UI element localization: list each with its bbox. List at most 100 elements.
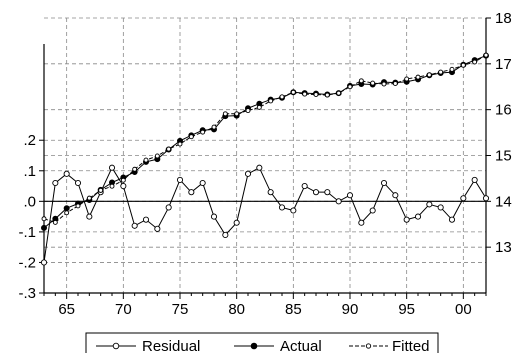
residual-point — [142, 216, 150, 223]
x-tick-label: 80 — [228, 301, 245, 318]
series — [40, 52, 490, 266]
right-tick-label: 13 — [495, 239, 512, 256]
residual-point — [278, 204, 286, 211]
right-tick-label: 17 — [495, 56, 512, 73]
fitted-point — [211, 124, 217, 130]
fitted-point — [268, 98, 274, 104]
left-tick-label: .1 — [23, 163, 36, 180]
fitted-point — [415, 74, 421, 80]
fitted-point — [290, 89, 296, 95]
fitted-point — [52, 219, 58, 225]
right-tick-label: 14 — [495, 193, 512, 210]
residual-point — [482, 195, 490, 202]
fitted-point — [279, 94, 285, 100]
residual-point — [358, 219, 365, 226]
x-tick-label: 95 — [398, 301, 415, 318]
residual-point — [40, 259, 48, 266]
residual-point — [52, 179, 59, 187]
legend-fitted-label: Fitted — [392, 338, 430, 353]
fitted-point — [41, 216, 47, 222]
legend-actual-marker — [250, 342, 258, 350]
legend-fitted-marker — [365, 343, 372, 349]
residual-point — [380, 179, 388, 187]
left-tick-label: -.2 — [18, 254, 36, 271]
right-tick-label: 16 — [495, 102, 512, 119]
fitted-point — [370, 80, 376, 86]
fitted-point — [392, 81, 398, 86]
fitted-point — [222, 111, 228, 117]
residual-point — [290, 207, 297, 214]
fitted-point — [188, 134, 194, 140]
fitted-point — [166, 146, 172, 152]
residual-point — [437, 204, 444, 211]
residual-point — [448, 216, 456, 223]
residual-point — [165, 204, 172, 211]
residual-point — [267, 189, 274, 196]
legend-residual-label: Residual — [142, 338, 200, 353]
legend-actual-label: Actual — [280, 338, 322, 353]
fitted-point — [358, 78, 364, 84]
legend-box — [85, 332, 439, 353]
fitted-point — [404, 76, 410, 82]
residual-point — [324, 189, 331, 196]
fitted-point — [154, 153, 160, 159]
x-tick-label: 90 — [342, 301, 359, 318]
residual-point — [414, 213, 422, 220]
residual-point — [210, 213, 218, 220]
residual-point — [154, 225, 161, 232]
fitted-point — [302, 91, 308, 97]
actual-point — [63, 205, 70, 212]
fitted-point — [143, 157, 149, 163]
actual-point — [41, 224, 48, 231]
fitted-point — [472, 59, 478, 65]
fitted-point — [324, 92, 330, 98]
fitted-point — [98, 187, 104, 193]
residual-point — [108, 164, 116, 171]
residual-point — [256, 164, 263, 171]
right-tick-label: 15 — [495, 148, 512, 165]
fitted-point — [426, 72, 432, 78]
residual-point — [199, 179, 206, 187]
residual-point — [63, 170, 70, 177]
x-tick-label: 75 — [172, 301, 189, 318]
x-tick-label: 70 — [115, 301, 132, 318]
fitted-series-line — [43, 54, 487, 223]
left-tick-label: -.3 — [18, 285, 36, 302]
fitted-point — [75, 203, 81, 209]
residual-point — [346, 192, 354, 199]
fitted-point — [438, 69, 444, 75]
x-tick-label: 85 — [285, 301, 302, 318]
fitted-point — [313, 92, 319, 97]
residual-point — [312, 189, 320, 196]
left-tick-label: -.1 — [18, 224, 36, 241]
fitted-point — [109, 183, 115, 189]
fitted-point — [381, 81, 387, 87]
fitted-point — [86, 195, 92, 201]
residual-point — [301, 183, 308, 190]
residual-point — [120, 183, 127, 190]
x-tick-label: 65 — [58, 301, 75, 318]
residual-point — [131, 222, 138, 229]
residual-point — [86, 213, 93, 220]
actual-series-line — [43, 55, 487, 229]
residual-point — [222, 231, 229, 238]
fitted-point — [347, 84, 353, 90]
fitted-point — [336, 90, 342, 96]
fitted-point — [256, 104, 262, 110]
legend: Residual Actual Fitted — [85, 332, 439, 353]
residual-point — [233, 219, 240, 226]
fitted-point — [460, 62, 466, 68]
residual-point — [74, 179, 82, 187]
fitted-point — [245, 108, 251, 114]
residual-point — [188, 189, 195, 196]
fitted-point — [483, 52, 489, 58]
residual-point — [392, 192, 399, 199]
fitted-point — [200, 129, 206, 135]
fitted-point — [120, 177, 126, 183]
fitted-point — [132, 166, 138, 172]
fitted-point — [234, 111, 240, 117]
left-tick-label: .0 — [23, 193, 36, 210]
residual-point — [335, 198, 342, 205]
grid-lines — [44, 17, 486, 294]
